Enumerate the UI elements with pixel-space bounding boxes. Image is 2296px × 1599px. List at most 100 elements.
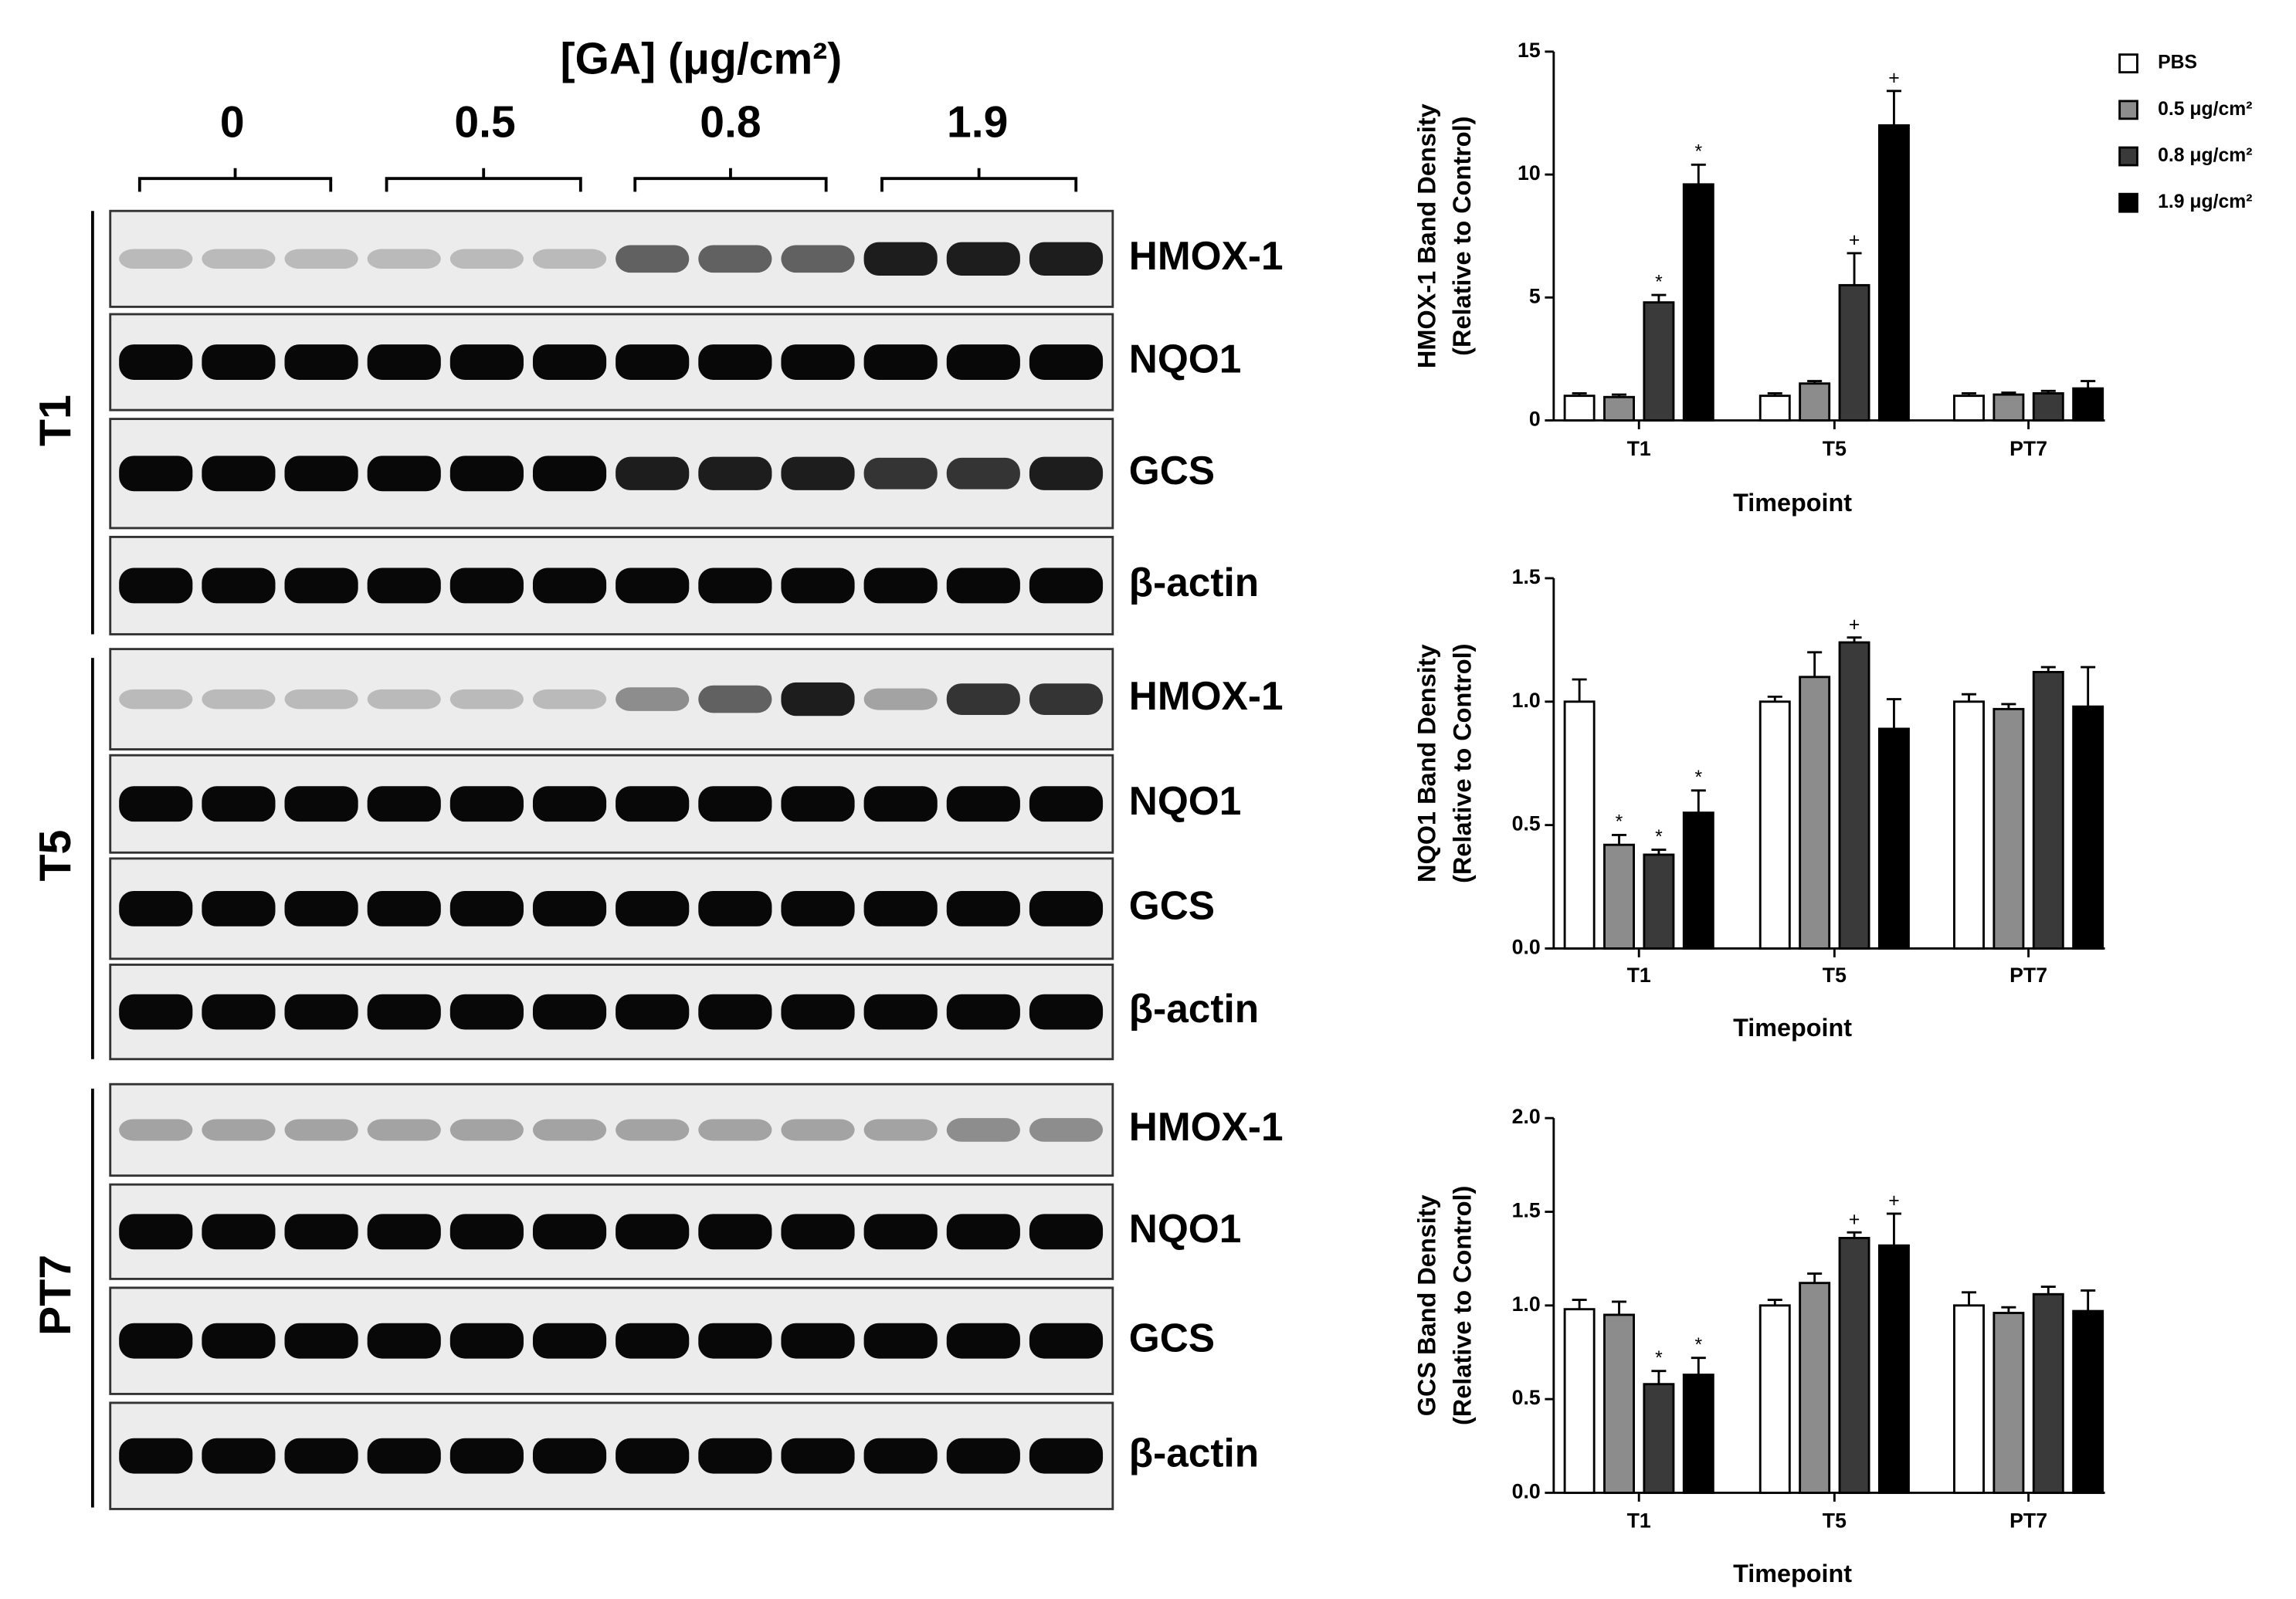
x-tick-label: T5 (1823, 1509, 1847, 1533)
dose-label: 0 (220, 97, 245, 147)
significance-marker: * (1694, 142, 1702, 163)
band (532, 786, 607, 822)
band (946, 457, 1020, 490)
band (449, 786, 524, 822)
x-tick-label: T1 (1627, 964, 1651, 987)
band (1029, 786, 1104, 822)
band (119, 456, 193, 492)
bar (1643, 853, 1675, 950)
band (202, 344, 276, 380)
y-axis-label: (Relative to Control) (1448, 117, 1476, 356)
significance-marker: + (1849, 615, 1860, 635)
bar (1992, 1312, 2025, 1494)
band (863, 1119, 938, 1141)
band (367, 1214, 441, 1250)
bar (1799, 1282, 1831, 1494)
band (449, 249, 524, 269)
band (781, 344, 855, 380)
band (863, 994, 938, 1030)
significance-marker: * (1655, 827, 1663, 848)
dose-label: 0.8 (700, 97, 761, 147)
band (781, 994, 855, 1030)
band (367, 689, 441, 710)
timepoint-label: PT7 (31, 1255, 80, 1336)
band (863, 344, 938, 380)
band (532, 1214, 607, 1250)
bar (1643, 1383, 1675, 1494)
band (946, 786, 1020, 822)
band (119, 567, 193, 604)
blot-panel (109, 209, 1114, 308)
band (119, 1214, 193, 1250)
significance-marker: * (1694, 767, 1702, 788)
bar (1758, 700, 1791, 950)
bar (1643, 301, 1675, 422)
band (863, 457, 938, 490)
band (284, 890, 358, 927)
blot-panel (109, 418, 1114, 530)
band (367, 249, 441, 269)
band (284, 1119, 358, 1141)
x-axis-label: Timepoint (1733, 489, 1852, 517)
band (616, 786, 690, 822)
y-tick-label: 1.5 (1512, 1199, 1541, 1222)
y-tick-label: 2.0 (1512, 1105, 1541, 1128)
band (1029, 1438, 1104, 1474)
band (781, 1323, 855, 1359)
band (367, 1119, 441, 1141)
band (119, 1323, 193, 1359)
band (202, 249, 276, 269)
bar (1682, 1374, 1714, 1494)
band (946, 242, 1020, 276)
band (284, 344, 358, 380)
y-tick-label: 0.0 (1512, 1479, 1541, 1502)
band (284, 689, 358, 710)
blot-panel (109, 313, 1114, 412)
band (946, 1323, 1020, 1359)
x-tick-label: PT7 (2009, 964, 2047, 987)
x-tick-label: T1 (1627, 1509, 1651, 1533)
band (616, 567, 690, 604)
protein-label: HMOX-1 (1129, 673, 1284, 718)
x-axis-label: Timepoint (1733, 1014, 1852, 1042)
band (1029, 1214, 1104, 1250)
band (449, 1214, 524, 1250)
bar (1603, 395, 1635, 422)
band (946, 567, 1020, 604)
band (1029, 994, 1104, 1030)
band (119, 1119, 193, 1141)
band (698, 890, 772, 927)
band (946, 683, 1020, 715)
protein-label: HMOX-1 (1129, 233, 1284, 278)
band (449, 1323, 524, 1359)
band (781, 1438, 855, 1474)
bar (1992, 393, 2025, 422)
bar (1992, 707, 2025, 950)
legend-label: PBS (2158, 53, 2197, 73)
band (202, 1438, 276, 1474)
band (863, 1438, 938, 1474)
band (367, 1438, 441, 1474)
bar (1877, 124, 1910, 422)
y-tick-label: 0.5 (1512, 812, 1541, 835)
band (1029, 1323, 1104, 1359)
band (1029, 1118, 1104, 1142)
band (119, 344, 193, 380)
bar (2072, 705, 2104, 950)
band (367, 456, 441, 492)
band (367, 567, 441, 604)
y-tick-label: 1.5 (1512, 565, 1541, 588)
protein-label: NQO1 (1129, 337, 1242, 381)
band (698, 1119, 772, 1141)
y-tick-label: 1.0 (1512, 689, 1541, 712)
bar (1838, 1237, 1870, 1494)
bar (2032, 670, 2064, 950)
bracket (385, 168, 582, 192)
significance-marker: * (1616, 812, 1623, 833)
y-tick-label: 0 (1529, 408, 1541, 431)
legend-swatch (2118, 100, 2138, 120)
y-tick-label: 1.0 (1512, 1292, 1541, 1316)
legend-swatch (2118, 146, 2138, 167)
y-tick-label: 15 (1518, 39, 1541, 62)
y-axis-label: (Relative to Control) (1448, 644, 1476, 883)
